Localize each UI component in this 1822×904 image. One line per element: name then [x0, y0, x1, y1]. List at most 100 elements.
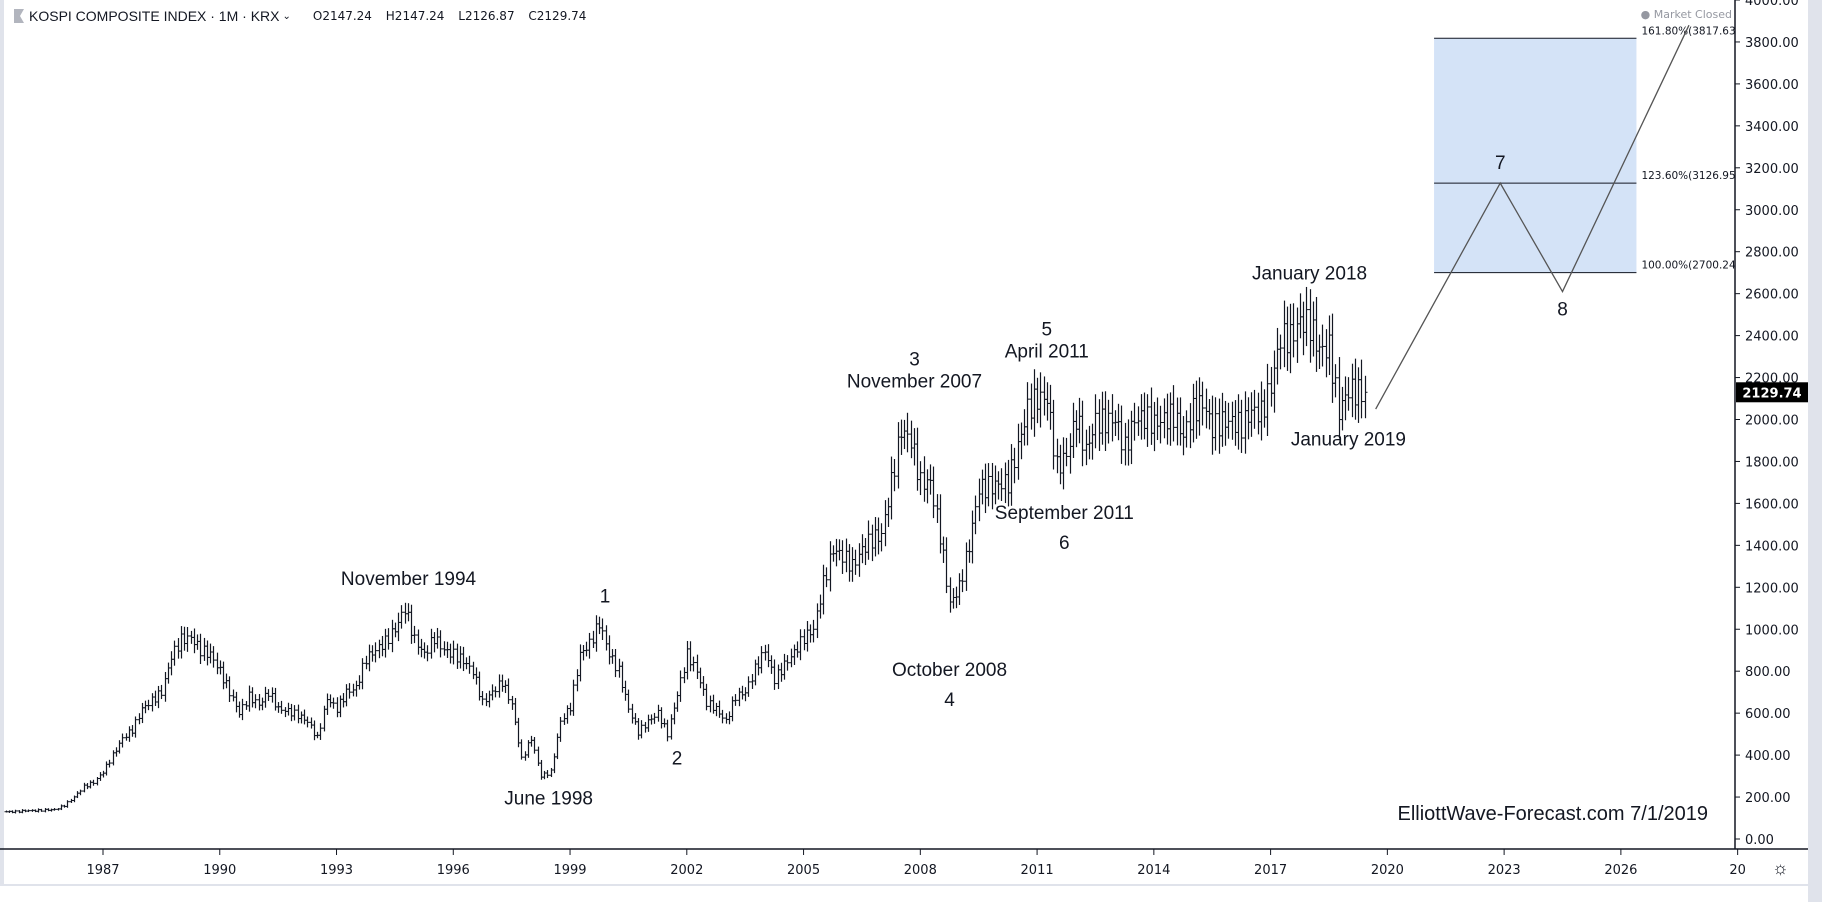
ohlc-bar	[613, 649, 618, 678]
ohlc-bar	[669, 714, 674, 740]
ohlc-bar	[1243, 391, 1248, 454]
symbol-title[interactable]: KOSPI COMPOSITE INDEX · 1M · KRX	[29, 8, 280, 24]
ohlc-bar	[643, 721, 648, 733]
market-status: ● Market Closed	[1640, 8, 1732, 21]
ohlc-bar	[179, 626, 184, 659]
time-tick-label: 2023	[1488, 863, 1521, 878]
ohlc-bar	[299, 711, 304, 724]
ohlc-bar	[1006, 459, 1011, 507]
ohlc-bar	[967, 539, 972, 563]
ohlc-bar	[211, 646, 216, 668]
wave-label: October 2008	[892, 660, 1007, 681]
ohlc-bar	[338, 695, 343, 718]
ohlc-bar	[746, 676, 751, 697]
ohlc-bar	[283, 707, 288, 718]
ohlc-bar	[957, 573, 962, 605]
ohlc-bar	[240, 698, 245, 721]
ohlc-bar	[740, 685, 745, 700]
ohlc-bar	[840, 540, 845, 574]
ohlc-bar	[1068, 433, 1073, 474]
ohlc-bar	[1324, 329, 1329, 378]
ohlc-bar	[150, 693, 155, 712]
ohlc-bar	[1145, 394, 1150, 447]
ohlc-bar	[1265, 363, 1270, 436]
ohlc-bar	[951, 588, 956, 609]
ohlc-bar	[1051, 399, 1056, 470]
ohlc-bar	[944, 537, 949, 594]
settings-gear-icon[interactable]: ☼	[1772, 858, 1789, 878]
ohlc-bar	[328, 694, 333, 708]
ohlc-bar	[250, 687, 255, 708]
ohlc-bar	[205, 640, 210, 666]
ohlc-bar	[922, 456, 927, 502]
ohlc-bar	[467, 655, 472, 674]
ohlc-bar	[215, 652, 220, 675]
price-axis[interactable]	[1735, 0, 1808, 884]
price-tick-label: 3200.00	[1745, 162, 1799, 177]
ohlc-bar	[549, 767, 554, 778]
ohlc-bar	[1226, 402, 1231, 439]
ohlc-bar	[65, 800, 70, 808]
ohlc-bar	[1090, 423, 1095, 460]
ohlc-bar	[571, 679, 576, 716]
ohlc-bar	[455, 643, 460, 669]
time-tick-label: 2020	[1371, 863, 1404, 878]
ohlc-bar	[1045, 382, 1050, 421]
price-tick-label: 2400.00	[1745, 330, 1799, 345]
ohlc-bar	[133, 716, 138, 738]
price-tick-label: 600.00	[1745, 707, 1791, 722]
ohlc-bar	[39, 808, 44, 812]
ohlc-bar	[802, 629, 807, 651]
chevron-down-icon[interactable]: ⌄	[282, 10, 291, 22]
low-value: L2126.87	[458, 9, 515, 23]
ohlc-bar	[630, 703, 635, 724]
ohlc-bar	[1311, 301, 1316, 357]
price-tick-label: 2600.00	[1745, 288, 1799, 303]
ohlc-bar	[1220, 392, 1225, 447]
ohlc-bar	[1009, 444, 1014, 506]
ohlc-bar	[20, 809, 25, 814]
ohlc-bar	[1093, 394, 1098, 449]
ohlc-bar	[52, 808, 57, 811]
ohlc-bar	[1314, 296, 1319, 372]
wave-label: April 2011	[1005, 341, 1089, 362]
ohlc-bar	[558, 716, 563, 742]
ohlc-bar	[263, 686, 268, 708]
ohlc-bar	[805, 621, 810, 652]
ohlc-bar	[1330, 313, 1335, 403]
ohlc-bar	[688, 641, 693, 672]
ohlc-bar	[377, 639, 382, 659]
ohlc-bar	[1246, 397, 1251, 440]
time-tick-label: 2008	[904, 863, 937, 878]
ohlc-bar	[779, 662, 784, 682]
ohlc-bar	[912, 428, 917, 466]
ohlc-bar	[847, 544, 852, 582]
ohlc-bar	[1142, 392, 1147, 440]
ohlc-bar	[853, 549, 858, 575]
ohlc-bar	[597, 616, 602, 635]
ohlc-bar	[1113, 410, 1118, 436]
ohlc-bar	[1019, 422, 1024, 460]
projection-path[interactable]	[1375, 24, 1690, 410]
ohlc-bar	[234, 691, 239, 713]
ohlc-bar	[1204, 388, 1209, 429]
ohlc-bar	[409, 604, 414, 644]
ohlc-bar	[289, 703, 294, 722]
ohlc-bar	[1165, 393, 1170, 445]
ohlc-bar	[296, 704, 301, 724]
price-tick-label: 1800.00	[1745, 455, 1799, 470]
ohlc-bar	[938, 494, 943, 554]
fib-extension-zone[interactable]: 161.80%(3817.63) 123.60%(3126.95) 100.00%(…	[1434, 25, 1740, 274]
ohlc-bar	[792, 644, 797, 665]
ohlc-bar	[1038, 372, 1043, 428]
ohlc-bar	[497, 674, 502, 698]
ohlc-bar	[416, 629, 421, 655]
ohlc-bar	[986, 463, 991, 507]
ohlc-bar	[1298, 293, 1303, 339]
ohlc-bar	[1084, 429, 1089, 466]
price-chart[interactable]: 161.80%(3817.63) 123.60%(3126.95) 100.00%(…	[0, 0, 1808, 884]
ohlc-bar	[448, 643, 453, 664]
ohlc-bar	[279, 700, 284, 714]
ohlc-bar	[646, 714, 651, 732]
chart-legend: KOSPI COMPOSITE INDEX · 1M · KRX ⌄ O2147…	[14, 8, 596, 24]
